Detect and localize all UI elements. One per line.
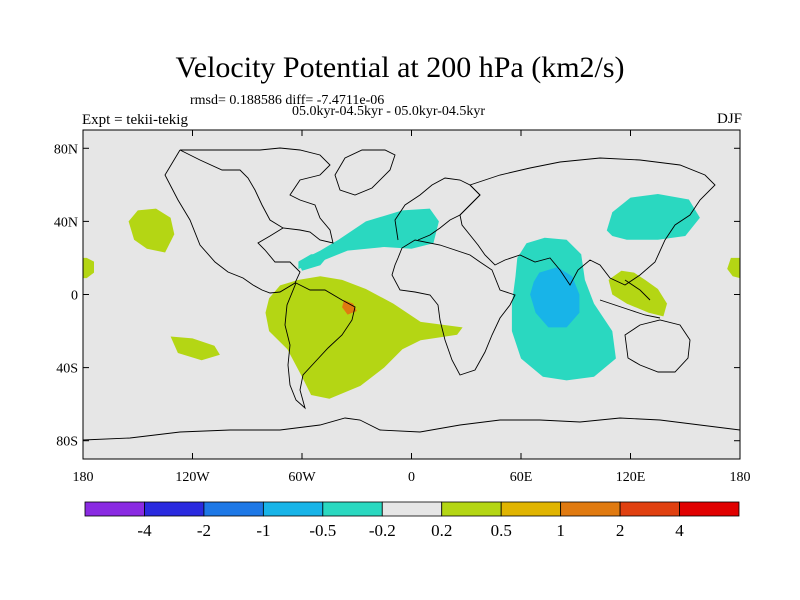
contour-region-north-pacific-positive <box>128 208 175 253</box>
rmsd-diff-stats: rmsd= 0.188586 diff= -7.4711e-06 <box>190 93 385 108</box>
colorbar-level-label: 4 <box>675 521 684 540</box>
colorbar: -4 -2 -1 -0.5 -0.2 0.2 0.5 1 2 4 <box>84 501 740 540</box>
x-tick-label: 120W <box>175 470 210 485</box>
colorbar-level-label: -0.2 <box>369 521 396 540</box>
colorbar-swatch <box>441 501 502 517</box>
contour-region-maritime-continent-positive <box>608 270 667 317</box>
contour-region-east-asia-negative <box>606 194 700 240</box>
contour-region-indian-ocean-minimum <box>530 267 580 328</box>
contour-region-north-atlantic-negative-edge <box>298 254 330 271</box>
contour-region-central-pacific-positive-west <box>83 257 94 279</box>
colorbar-level-label: 2 <box>616 521 625 540</box>
y-tick-label: 40N <box>54 215 78 230</box>
colorbar-level-label: -0.5 <box>309 521 336 540</box>
colorbar-level-label: -4 <box>137 521 152 540</box>
coastlines <box>83 147 740 441</box>
colorbar-level-label: -2 <box>197 521 211 540</box>
chart-title: Velocity Potential at 200 hPa (km2/s) <box>175 51 625 84</box>
y-tick-label: 0 <box>71 289 78 304</box>
axis-ticks: 80N 40N 0 40S 80S 180 120W 60W 0 60E 120E 180 <box>54 130 751 485</box>
contour-fills <box>83 194 740 399</box>
colorbar-level-label: -1 <box>256 521 270 540</box>
colorbar-swatch <box>381 501 443 517</box>
contour-region-central-pacific-positive-east <box>727 257 740 279</box>
x-tick-label: 60W <box>288 470 316 485</box>
colorbar-level-label: 1 <box>556 521 565 540</box>
colorbar-swatch <box>144 501 205 517</box>
contour-region-europe-mediterranean-negative <box>298 208 439 269</box>
period-label: 05.0kyr-04.5kyr - 05.0kyr-04.5kyr <box>292 104 486 119</box>
season-label: DJF <box>716 111 742 127</box>
colorbar-swatch <box>322 501 383 517</box>
x-tick-label: 60E <box>510 470 533 485</box>
y-tick-label: 80S <box>56 435 78 450</box>
y-tick-label: 80N <box>54 142 78 157</box>
colorbar-swatch <box>679 501 740 517</box>
contour-region-south-america-atlantic-positive <box>265 276 463 399</box>
colorbar-swatch <box>203 501 264 517</box>
y-tick-label: 40S <box>56 362 78 377</box>
x-tick-label: 180 <box>73 470 94 485</box>
colorbar-swatch <box>84 501 145 517</box>
x-tick-label: 180 <box>730 470 751 485</box>
colorbar-swatch <box>262 501 324 517</box>
colorbar-swatch <box>619 501 680 517</box>
contour-region-east-brazil-peak <box>342 300 357 315</box>
colorbar-swatch <box>500 501 562 517</box>
colorbar-level-label: 0.5 <box>491 521 512 540</box>
x-tick-label: 0 <box>408 470 415 485</box>
colorbar-level-label: 0.2 <box>431 521 452 540</box>
x-tick-label: 120E <box>616 470 646 485</box>
colorbar-swatch <box>560 501 621 517</box>
experiment-label: Expt = tekii-tekig <box>82 112 188 128</box>
contour-region-south-pacific-positive <box>170 336 220 361</box>
